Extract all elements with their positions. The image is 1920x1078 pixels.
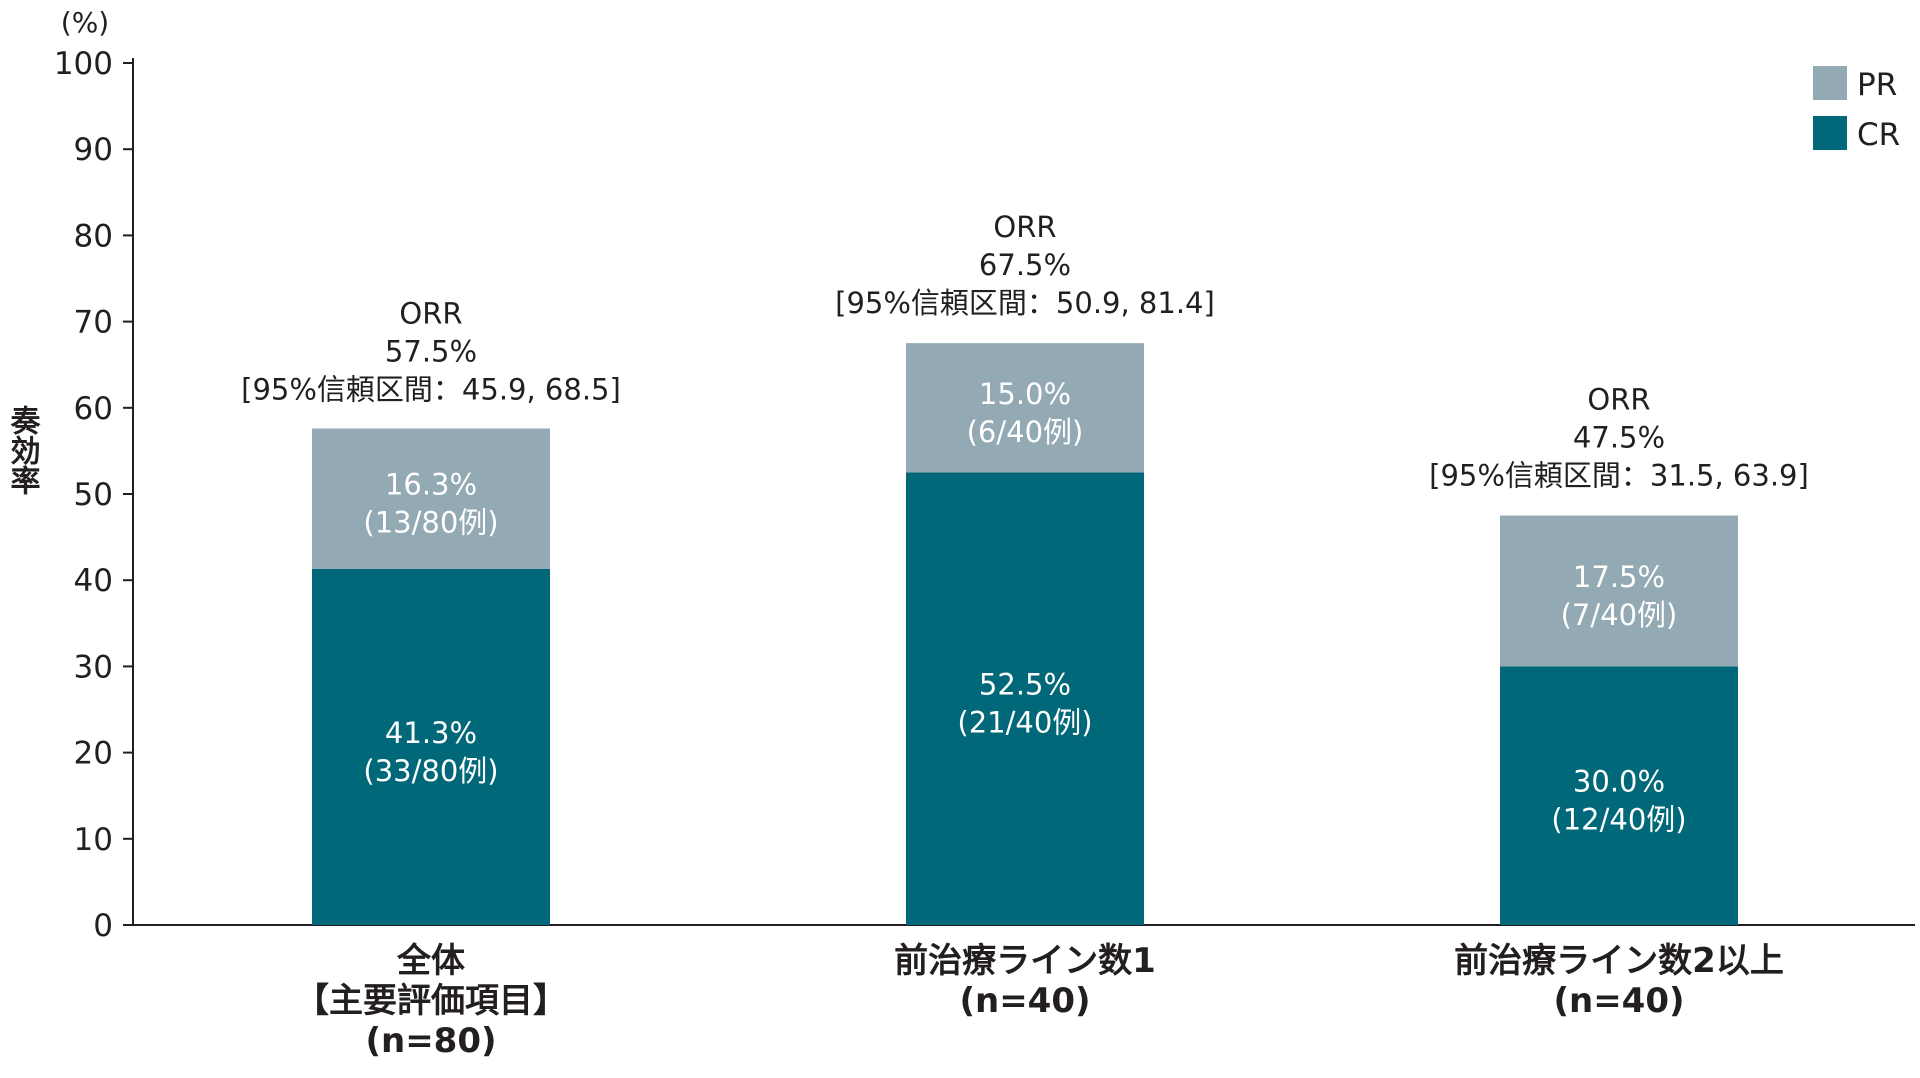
bar-cr [1500, 666, 1738, 925]
bar-value-label: 52.5% [979, 668, 1071, 702]
axes: 0 10 20 30 40 50 60 70 80 90 100 全体【主要評価項目】(n=80) 前治… [54, 46, 1915, 1061]
x-category-label: 全体 [396, 941, 465, 981]
y-tick-label: 30 [74, 649, 113, 685]
legend-label-pr: PR [1857, 67, 1897, 103]
x-category-label: (n=80) [365, 1021, 496, 1061]
y-tick-label: 0 [93, 908, 113, 944]
bar-pr [1500, 515, 1738, 667]
y-axis-label: 奏効率 [5, 405, 41, 495]
y-tick-label: 20 [74, 736, 113, 772]
y-tick-label: 50 [74, 477, 113, 513]
x-category-label: (n=40) [1553, 981, 1684, 1021]
bar-count-label: (21/40例) [957, 706, 1092, 740]
y-axis-unit: (%) [61, 6, 109, 39]
bar-count-label: (12/40例) [1551, 803, 1686, 837]
bar-pr [906, 343, 1144, 473]
bar-value-label: 30.0% [1573, 765, 1665, 799]
bar-value-label: 16.3% [385, 468, 477, 502]
y-tick-label: 70 [74, 305, 113, 341]
y-tick-label: 80 [74, 218, 113, 254]
legend: PR CR [1813, 66, 1900, 153]
x-category-label: 前治療ライン数1 [894, 941, 1156, 981]
orr-annotation-line: 67.5% [979, 248, 1071, 282]
orr-annotation-line: ORR [1587, 383, 1650, 417]
y-tick-label: 100 [54, 46, 113, 82]
y-tick-label: 60 [74, 391, 113, 427]
x-category-label: 前治療ライン数2以上 [1454, 941, 1784, 981]
bar-cr [906, 472, 1144, 925]
y-tick-label: 40 [74, 563, 113, 599]
x-category-label: 【主要評価項目】 [295, 981, 567, 1021]
bar-value-label: 17.5% [1573, 560, 1665, 594]
orr-annotation-line: [95%信頼区間：45.9, 68.5] [241, 372, 621, 406]
bar-count-label: (7/40例) [1561, 598, 1678, 632]
orr-annotation-line: [95%信頼区間：50.9, 81.4] [835, 286, 1215, 320]
orr-annotation-line: ORR [993, 210, 1056, 244]
bar-cr [312, 568, 550, 925]
bar-count-label: (13/80例) [363, 506, 498, 540]
legend-label-cr: CR [1857, 117, 1900, 153]
bar-value-label: 41.3% [385, 716, 477, 750]
legend-swatch-cr [1813, 116, 1847, 150]
legend-swatch-pr [1813, 66, 1847, 100]
bars: 41.3% (33/80例) 16.3% (13/80例) ORR 57.5% [95%信頼… [241, 210, 1809, 925]
bar-count-label: (6/40例) [967, 415, 1084, 449]
orr-annotation-line: 57.5% [385, 334, 477, 368]
orr-annotation-line: ORR [399, 296, 462, 330]
bar-value-label: 15.0% [979, 377, 1071, 411]
orr-annotation-line: 47.5% [1573, 421, 1665, 455]
y-tick-label: 10 [74, 822, 113, 858]
bar-count-label: (33/80例) [363, 754, 498, 788]
orr-annotation-line: [95%信頼区間：31.5, 63.9] [1429, 459, 1809, 493]
x-category-label: (n=40) [959, 981, 1090, 1021]
bar-pr [312, 428, 550, 569]
y-tick-label: 90 [74, 132, 113, 168]
